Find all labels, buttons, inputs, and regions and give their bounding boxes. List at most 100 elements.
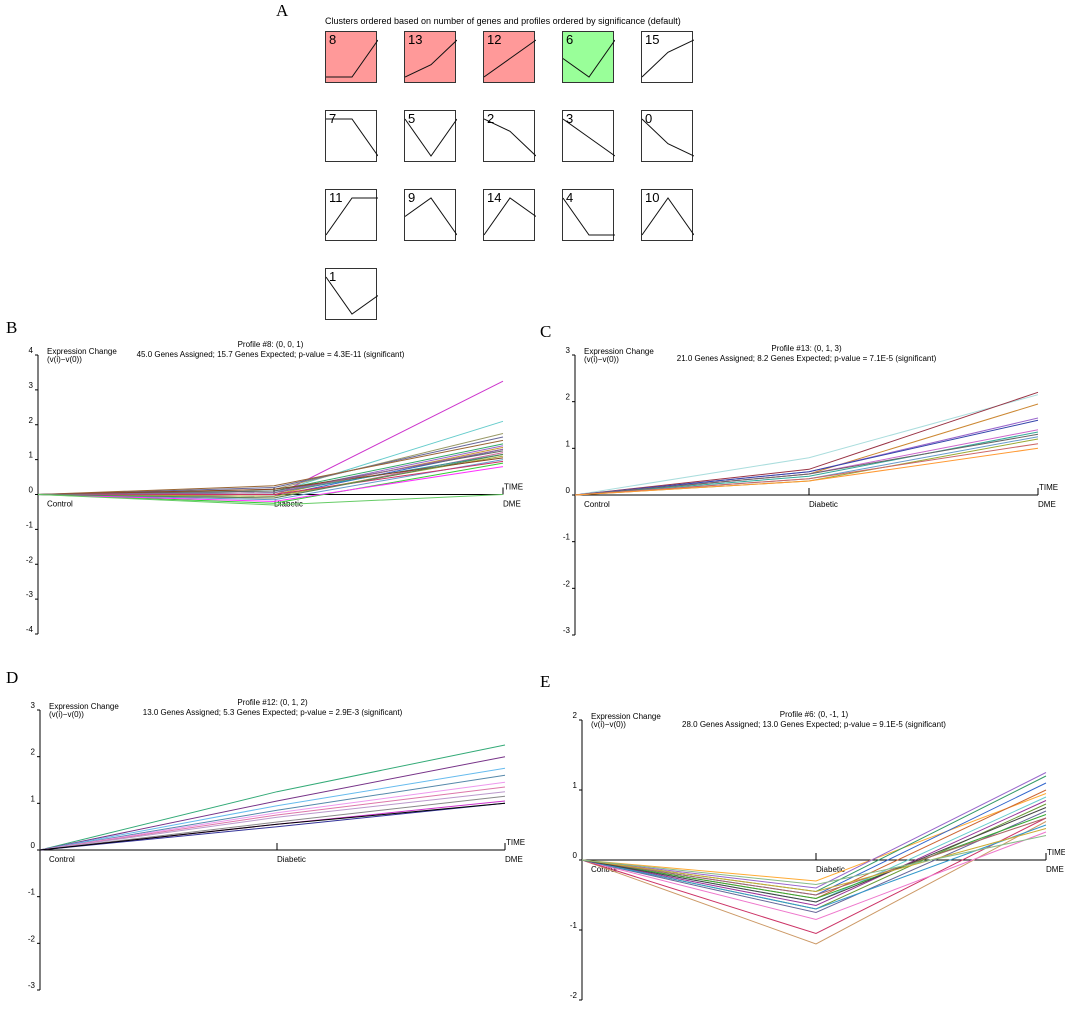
cluster-profile-line-3 [563,118,615,157]
y-tick-label: 2 [573,711,578,720]
cluster-id-label: 2 [487,111,495,126]
cluster-id-label: 13 [408,32,423,47]
y-tick-label: -3 [26,590,34,599]
cluster-id-label: 7 [329,111,337,126]
x-axis-label: TIME [1047,848,1065,857]
series-line-3 [39,767,506,851]
series-line-20 [37,453,504,499]
series-line-18 [581,835,1047,886]
x-category-label: Control [591,865,617,874]
series-line-10 [574,438,1039,496]
y-tick-label: 1 [566,439,571,448]
cluster-profile-0[interactable]: 0 [641,110,694,162]
x-category-label: DME [505,855,523,864]
cluster-profile-9[interactable]: 9 [404,189,457,241]
cluster-id-label: 6 [566,32,574,47]
cluster-id-label: 12 [487,32,502,47]
chart-subtitle: 21.0 Genes Assigned; 8.2 Genes Expected;… [677,354,937,363]
x-category-label: Control [584,500,610,509]
x-category-label: Diabetic [809,500,838,509]
series-line-17 [581,828,1047,893]
series-line-2 [39,756,506,851]
series-line-3 [581,831,1047,921]
panel-label-e: E [540,672,551,691]
cluster-profile-6[interactable]: 6 [562,31,615,83]
chart-title: Profile #13: (0, 1, 3) [771,344,842,353]
y-tick-label: -4 [26,625,34,634]
series-line-19 [37,448,504,495]
x-category-label: Control [49,855,75,864]
cluster-profile-2[interactable]: 2 [483,110,536,162]
cluster-profile-line-0 [642,118,694,157]
series-line-17 [37,462,504,504]
cluster-profile-line-1 [326,276,378,315]
x-category-label: DME [1038,500,1056,509]
series-line-2 [574,391,1039,496]
y-tick-label: -2 [563,579,571,588]
cluster-id-label: 1 [329,269,337,284]
chart-subtitle: 45.0 Genes Assigned; 15.7 Genes Expected… [137,350,405,359]
chart-profile-8: Profile #8: (0, 0, 1) 45.0 Genes Assigned… [0,336,540,651]
y-axis-label-sub: (v(i)−v(0)) [49,710,84,719]
cluster-grid-title: Clusters ordered based on number of gene… [325,16,681,26]
y-tick-label: -2 [570,991,578,1000]
cluster-id-label: 4 [566,190,574,205]
series-line-10 [39,802,506,851]
series-line-5 [581,772,1047,889]
cluster-profile-15[interactable]: 15 [641,31,694,83]
cluster-profile-11[interactable]: 11 [325,189,378,241]
cluster-profile-7[interactable]: 7 [325,110,378,162]
series-line-13 [581,814,1047,900]
y-tick-label: -3 [563,626,571,635]
series-line-15 [581,824,1047,910]
chart-subtitle: 28.0 Genes Assigned; 13.0 Genes Expected… [682,720,946,729]
series-line-1 [581,821,1047,945]
series-line-4 [581,793,1047,882]
x-axis-label: TIME [1039,483,1058,492]
y-tick-label: -1 [26,520,34,529]
cluster-profile-4[interactable]: 4 [562,189,615,241]
cluster-profile-12[interactable]: 12 [483,31,536,83]
cluster-id-label: 3 [566,111,574,126]
cluster-profile-line-15 [642,39,694,78]
cluster-profile-line-8 [326,39,378,78]
series-line-18 [37,466,504,503]
series-line-21 [37,494,504,506]
chart-title: Profile #8: (0, 0, 1) [238,340,304,349]
x-category-label: DME [503,500,521,509]
series-line-10 [581,800,1047,907]
series-line-2 [581,817,1047,935]
cluster-profile-10[interactable]: 10 [641,189,694,241]
series-line-10 [37,450,504,495]
chart-profile-12: Profile #12: (0, 1, 2) 13.0 Genes Assigne… [0,694,540,1009]
y-tick-label: 2 [29,416,34,425]
y-tick-label: 3 [29,381,34,390]
cluster-profile-13[interactable]: 13 [404,31,457,83]
y-tick-label: 2 [566,393,571,402]
cluster-id-label: 11 [329,190,343,205]
series-line-16 [38,460,504,495]
y-axis-label-sub: (v(i)−v(0)) [584,355,619,364]
series-line-14 [37,457,504,495]
cluster-profile-3[interactable]: 3 [562,110,615,162]
series-line-5 [39,781,506,851]
cluster-profile-line-13 [405,39,457,78]
series-line-8 [39,795,506,851]
y-tick-label: 4 [29,346,34,355]
series-line-1 [37,380,504,497]
x-category-label: Control [47,500,73,509]
y-tick-label: 0 [29,486,34,495]
cluster-id-label: 15 [645,32,660,47]
x-category-label: Diabetic [816,865,845,874]
series-line-9 [581,796,1047,903]
cluster-profile-8[interactable]: 8 [325,31,378,83]
series-line-7 [39,791,506,851]
series-line-1 [574,394,1039,496]
cluster-profile-1[interactable]: 1 [325,268,378,320]
y-tick-label: -2 [26,555,34,564]
cluster-profile-14[interactable]: 14 [483,189,536,241]
cluster-id-label: 10 [645,190,660,205]
series-line-15 [37,459,504,501]
y-axis-label-sub: (v(i)−v(0)) [47,355,82,364]
cluster-profile-5[interactable]: 5 [404,110,457,162]
